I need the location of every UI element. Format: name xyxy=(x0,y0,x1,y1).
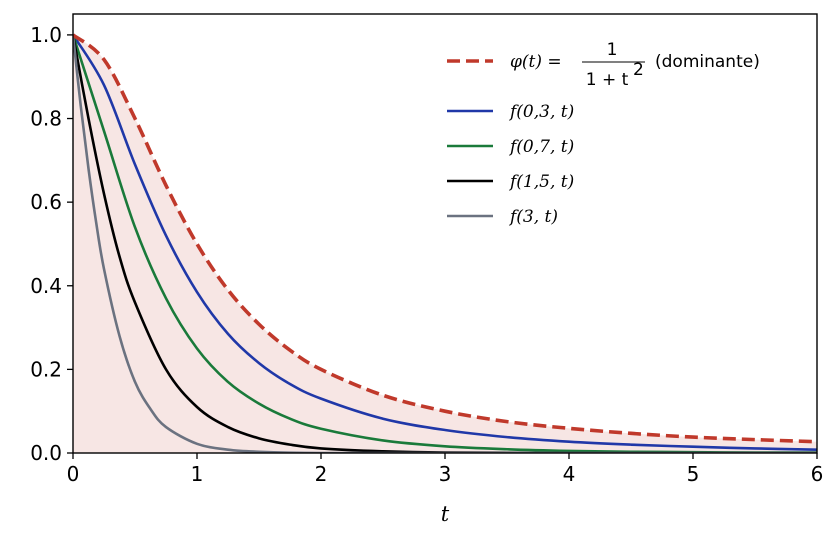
y-tick-label-0: 0.0 xyxy=(30,441,62,465)
series-line-0 xyxy=(73,33,817,444)
y-tick-label-5: 1.0 xyxy=(30,23,62,47)
legend-label-0-exponent: 2 xyxy=(633,60,644,80)
x-tick-label-6: 6 xyxy=(811,462,824,486)
x-tick-label-5: 5 xyxy=(687,462,700,486)
y-tick-label-3: 0.6 xyxy=(30,190,62,214)
legend-label-0-suffix: (dominante) xyxy=(655,52,760,72)
x-tick-label-3: 3 xyxy=(439,462,452,486)
series-line-1 xyxy=(73,34,817,451)
x-tick-label-0: 0 xyxy=(67,462,80,486)
legend-label-0-denominator: 1 + t xyxy=(586,70,629,90)
axes: 0 1 2 3 4 5 60.00.20.40.60.81.0 xyxy=(30,13,824,486)
plot-content xyxy=(73,33,817,453)
x-tick-label-1: 1 xyxy=(191,462,204,486)
series-line-3 xyxy=(73,34,817,453)
x-tick-label-4: 4 xyxy=(563,462,576,486)
legend-label-4: f(3, t) xyxy=(508,207,558,227)
x-axis-label: t xyxy=(441,502,450,526)
plot-area xyxy=(73,33,817,453)
legend-label-1: f(0,3, t) xyxy=(508,102,574,122)
legend-label-0-numerator: 1 xyxy=(607,40,618,60)
legend-label-2: f(0,7, t) xyxy=(508,137,574,157)
dominant-fill-area xyxy=(73,34,817,453)
y-tick-label-2: 0.4 xyxy=(30,274,62,298)
y-tick-label-4: 0.8 xyxy=(30,107,62,131)
legend-label-0-lhs: φ(t) = xyxy=(510,52,562,72)
x-tick-label-2: 2 xyxy=(315,462,328,486)
legend-label-3: f(1,5, t) xyxy=(508,172,574,192)
y-tick-label-1: 0.2 xyxy=(30,357,62,381)
legend: φ(t) = 1 1 + t 2 (dominante) f(0,3, t) f(0,7,… xyxy=(447,40,760,227)
series-line-4 xyxy=(73,34,817,453)
